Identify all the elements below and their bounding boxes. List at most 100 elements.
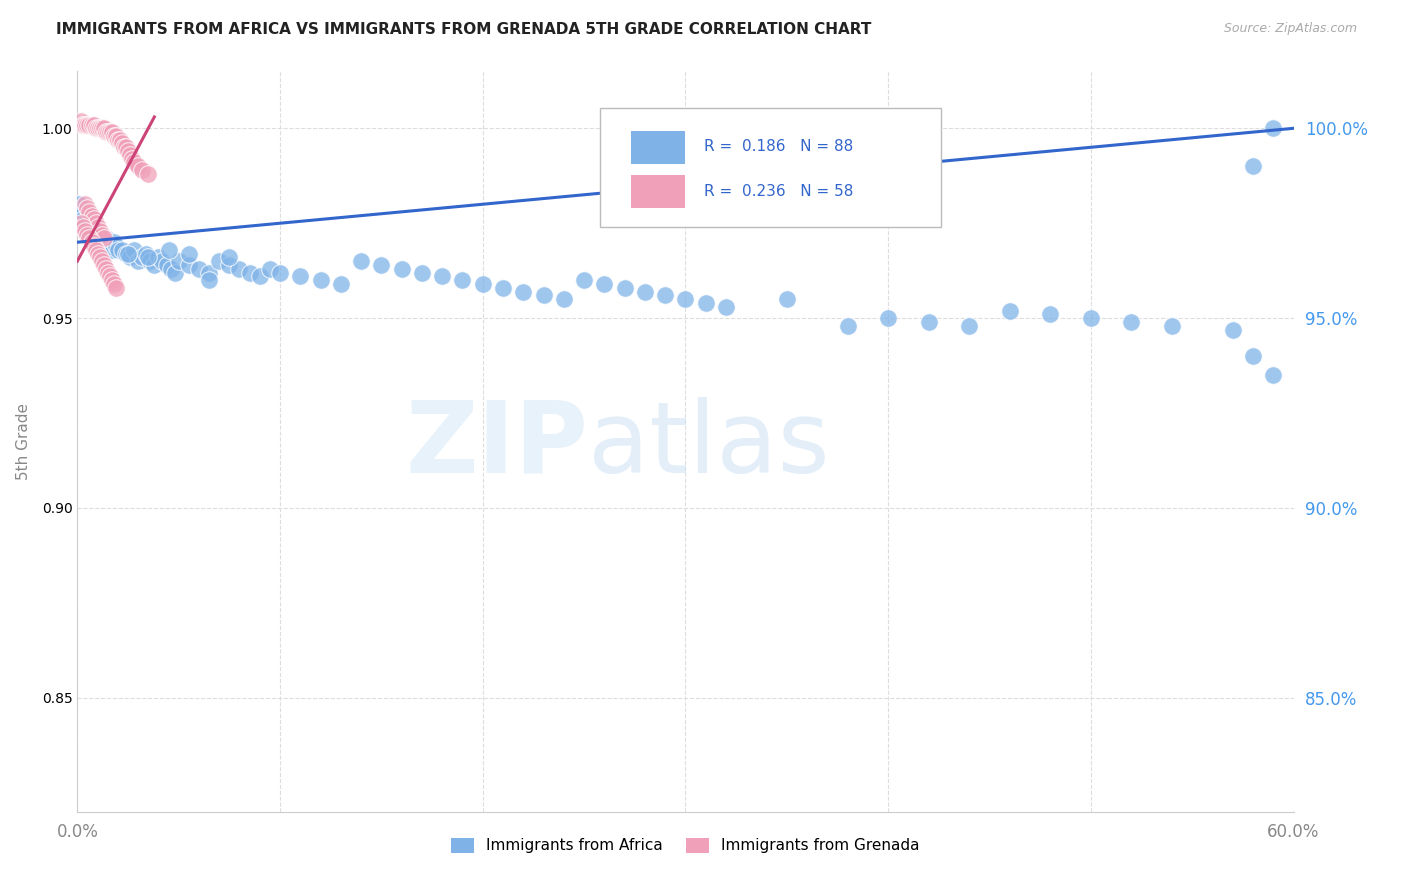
Point [118,251,141,265]
Point [111,243,134,257]
Point [89,224,111,238]
Point [117,246,139,260]
Point [75,224,97,238]
Point [107,133,129,147]
Point [121,152,143,166]
Point [86,121,108,136]
Point [1080,311,1102,326]
Point [75,216,97,230]
Point [593,277,616,291]
Point [83,220,105,235]
Point [152,254,174,268]
Point [136,167,159,181]
Point [167,254,190,268]
Point [218,251,240,265]
Point [89,121,111,136]
Point [86,220,108,235]
Point [239,266,262,280]
Point [776,292,799,306]
Point [512,285,534,299]
Point [84,224,107,238]
Point [103,235,125,250]
Point [135,246,157,260]
Point [90,235,112,250]
Point [70,204,93,219]
Point [391,261,413,276]
Point [70,216,93,230]
Point [1263,368,1285,383]
Bar [631,175,686,209]
Point [157,243,180,257]
Point [84,243,107,257]
Point [471,277,494,291]
Point [75,197,97,211]
Point [79,204,101,219]
Point [127,254,149,268]
Text: IMMIGRANTS FROM AFRICA VS IMMIGRANTS FROM GRENADA 5TH GRADE CORRELATION CHART: IMMIGRANTS FROM AFRICA VS IMMIGRANTS FRO… [56,22,872,37]
Point [998,303,1021,318]
Point [1241,349,1264,363]
Y-axis label: 5th Grade: 5th Grade [15,403,31,480]
Point [208,254,231,268]
Point [218,258,240,272]
Point [104,281,127,295]
Point [177,258,200,272]
Point [72,220,94,235]
Point [103,277,125,291]
Point [957,318,980,333]
Point [613,281,636,295]
Point [177,246,200,260]
Point [329,277,352,291]
Point [136,251,159,265]
Point [89,251,111,265]
Point [131,163,153,178]
Point [139,254,162,268]
Point [67,197,90,211]
Point [108,133,131,147]
Point [83,118,105,132]
Point [877,311,900,326]
Point [309,273,332,287]
Point [115,246,138,260]
Point [259,261,281,276]
Point [83,239,105,253]
Point [76,227,98,242]
Point [1121,315,1143,329]
Point [127,159,149,173]
Point [111,136,134,151]
Text: Source: ZipAtlas.com: Source: ZipAtlas.com [1223,22,1357,36]
Point [94,231,117,245]
Point [695,296,717,310]
Point [572,273,595,287]
Point [93,239,115,253]
Point [86,246,108,260]
Point [148,251,170,265]
Point [79,118,101,132]
Point [101,125,124,139]
Point [115,140,138,154]
Point [122,243,145,257]
Point [72,118,94,132]
Bar [631,130,686,164]
Point [93,231,115,245]
Point [75,118,97,132]
Point [117,144,139,158]
Point [131,251,153,265]
Point [350,254,373,268]
Point [76,220,98,235]
Point [98,239,121,253]
Point [1222,322,1244,336]
Point [80,227,103,242]
Point [107,243,129,257]
Point [918,315,941,329]
Point [80,235,103,250]
Point [93,121,115,136]
Point [76,201,98,215]
Point [837,318,859,333]
Point [80,118,103,132]
Point [249,269,271,284]
Point [533,288,555,302]
Point [430,269,453,284]
Point [84,121,107,136]
Point [1161,318,1184,333]
